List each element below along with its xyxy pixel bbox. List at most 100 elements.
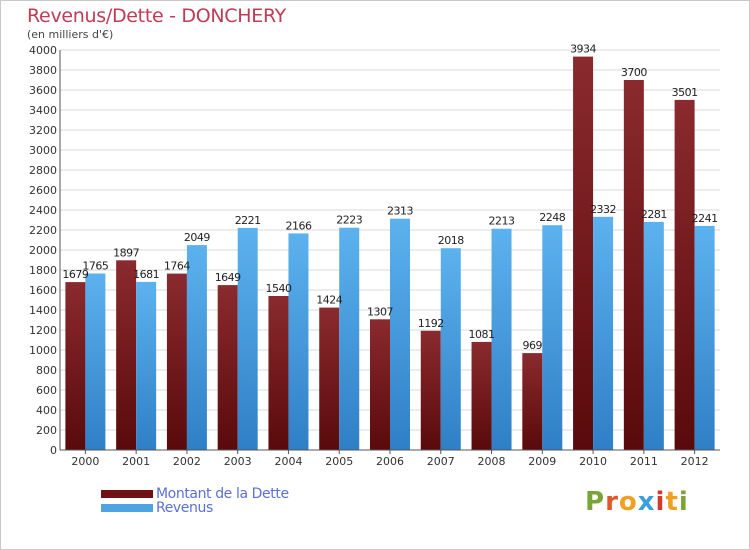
- bar-debt-2012: [674, 99, 695, 451]
- data-label-debt: 1307: [367, 305, 393, 318]
- bar-debt-2000: [65, 282, 86, 450]
- data-label-revenue: 1765: [82, 260, 108, 273]
- data-label-revenue: 2221: [235, 214, 261, 227]
- y-tick-label: 3200: [29, 124, 57, 137]
- bar-debt-2011: [623, 80, 644, 450]
- data-label-debt: 1897: [113, 246, 139, 259]
- y-tick-label: 2200: [29, 224, 57, 237]
- bar-revenue-2012: [694, 225, 715, 450]
- x-tick-label: 2010: [579, 455, 607, 468]
- x-tick-label: 2006: [376, 455, 404, 468]
- chart-title: Revenus/Dette - DONCHERY: [27, 5, 286, 27]
- y-tick-label: 3800: [29, 64, 57, 77]
- bar-revenue-2003: [237, 227, 258, 450]
- bar-revenue-2006: [390, 218, 410, 450]
- data-label-revenue: 1681: [133, 268, 159, 281]
- bar-revenue-2010: [593, 216, 614, 450]
- x-tick-label: 2009: [528, 455, 556, 468]
- y-tick-label: 2600: [29, 184, 57, 197]
- legend-item-revenue: Revenus: [101, 500, 213, 516]
- x-tick-label: 2011: [630, 455, 658, 468]
- bar-debt-2005: [319, 307, 340, 450]
- legend-label-revenue: Revenus: [156, 500, 213, 516]
- data-label-revenue: 2248: [539, 211, 565, 224]
- bar-revenue-2007: [440, 248, 461, 450]
- y-tick-label: 1800: [29, 264, 57, 277]
- data-label-revenue: 2332: [590, 203, 616, 216]
- data-label-revenue: 2166: [285, 219, 311, 232]
- bar-revenue-2005: [339, 227, 360, 450]
- x-axis-ticks: 2000 2001 2002 2003 2004 2005 2006 2007 2008 2009…: [71, 450, 709, 468]
- x-tick-label: 2012: [681, 455, 709, 468]
- legend-label-debt: Montant de la Dette: [156, 486, 289, 502]
- y-tick-label: 1000: [29, 344, 57, 357]
- x-tick-label: 2005: [325, 455, 353, 468]
- bar-debt-2007: [420, 330, 441, 450]
- bars: [65, 56, 715, 451]
- x-tick-label: 2000: [71, 455, 99, 468]
- data-label-debt: 1540: [265, 282, 291, 295]
- y-tick-label: 2800: [29, 164, 57, 177]
- legend-item-debt: Montant de la Dette: [101, 486, 289, 502]
- y-axis-ticks: 0 200 400 600 800 1000 1200 1400 1600 1800 2000 220…: [29, 44, 57, 457]
- data-label-revenue: 2241: [692, 212, 718, 225]
- data-label-revenue: 2213: [489, 215, 515, 228]
- bar-revenue-2009: [542, 225, 563, 450]
- x-tick-label: 2004: [274, 455, 302, 468]
- bar-debt-2004: [268, 296, 289, 450]
- x-tick-label: 2001: [122, 455, 150, 468]
- y-tick-label: 3600: [29, 84, 57, 97]
- data-label-debt: 3934: [570, 43, 596, 56]
- y-tick-label: 1200: [29, 324, 57, 337]
- y-tick-label: 4000: [29, 44, 57, 57]
- bar-debt-2002: [166, 273, 187, 450]
- bar-debt-2010: [573, 56, 594, 450]
- bar-revenue-2008: [491, 228, 512, 450]
- y-tick-label: 3400: [29, 104, 57, 117]
- y-tick-label: 3000: [29, 144, 57, 157]
- x-tick-label: 2002: [173, 455, 201, 468]
- bar-revenue-2001: [136, 281, 157, 450]
- data-label-debt: 3501: [672, 86, 698, 99]
- data-label-debt: 1081: [469, 328, 495, 341]
- data-label-debt: 1679: [62, 268, 88, 281]
- y-tick-label: 200: [36, 424, 57, 437]
- legend-swatch-revenue: [101, 504, 153, 512]
- y-tick-label: 800: [36, 364, 57, 377]
- bar-debt-2008: [471, 341, 492, 450]
- data-label-revenue: 2281: [641, 208, 667, 221]
- data-label-revenue: 2223: [336, 214, 362, 227]
- bar-debt-2006: [370, 319, 390, 450]
- proxiti-logo: Proxiti: [585, 487, 689, 517]
- x-tick-label: 2007: [427, 455, 455, 468]
- bar-debt-2003: [217, 285, 238, 450]
- bar-revenue-2004: [288, 233, 309, 450]
- y-tick-label: 400: [36, 404, 57, 417]
- data-label-debt: 1192: [418, 317, 444, 330]
- y-tick-label: 2400: [29, 204, 57, 217]
- y-tick-label: 600: [36, 384, 57, 397]
- y-tick-label: 2000: [29, 244, 57, 257]
- bar-revenue-2011: [643, 221, 664, 450]
- y-tick-label: 0: [50, 444, 57, 457]
- bar-debt-2001: [116, 260, 137, 450]
- bar-revenue-2000: [85, 273, 106, 450]
- data-label-revenue: 2313: [387, 205, 413, 218]
- data-label-debt: 969: [523, 339, 543, 352]
- bar-revenue-2002: [186, 245, 207, 450]
- data-label-debt: 1649: [215, 271, 241, 284]
- chart-subtitle: (en milliers d'€): [27, 28, 114, 41]
- x-tick-label: 2003: [224, 455, 252, 468]
- data-label-revenue: 2018: [438, 234, 464, 247]
- bar-debt-2009: [522, 353, 543, 450]
- legend-swatch-debt: [101, 490, 153, 498]
- data-label-revenue: 2049: [184, 231, 210, 244]
- data-label-debt: 1764: [164, 260, 190, 273]
- x-tick-label: 2008: [478, 455, 506, 468]
- data-label-debt: 1424: [316, 294, 342, 307]
- y-tick-label: 1400: [29, 304, 57, 317]
- data-label-debt: 3700: [621, 66, 647, 79]
- y-tick-label: 1600: [29, 284, 57, 297]
